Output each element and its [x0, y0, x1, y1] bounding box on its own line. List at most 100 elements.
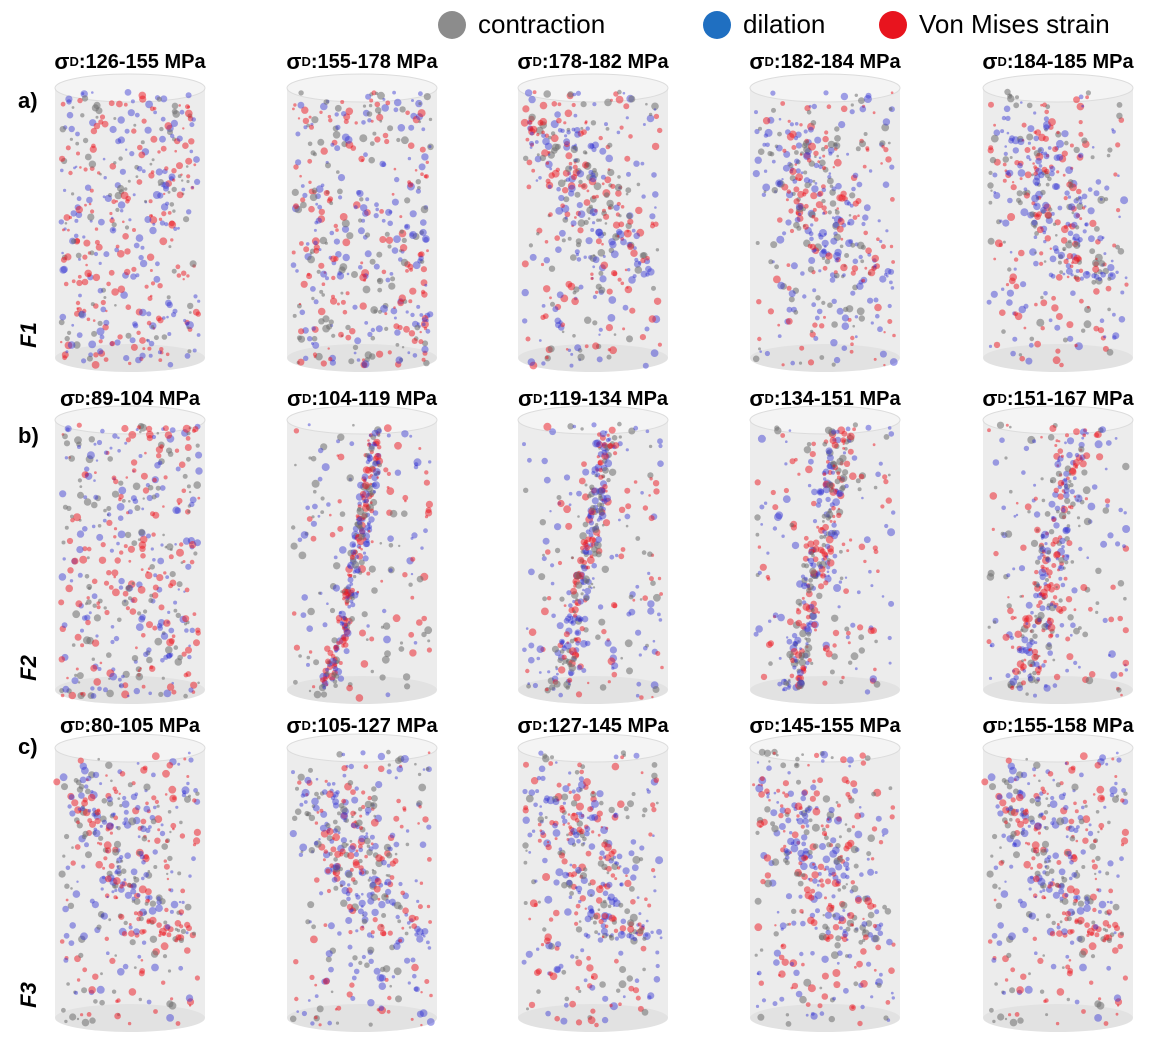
strain-dot: [386, 486, 390, 489]
strain-dot: [786, 285, 792, 291]
strain-dot: [844, 576, 848, 579]
strain-dot: [83, 495, 88, 500]
strain-dot: [364, 962, 370, 968]
strain-dot: [367, 946, 375, 954]
strain-dot: [583, 219, 589, 225]
strain-dot: [1041, 663, 1046, 668]
strain-dot: [294, 808, 302, 815]
strain-dot: [342, 309, 348, 315]
strain-dot: [111, 890, 115, 894]
strain-dot: [128, 988, 137, 996]
strain-dot: [868, 169, 873, 173]
strain-dot: [81, 864, 86, 869]
strain-dot: [774, 264, 779, 270]
strain-dot: [58, 319, 65, 326]
strain-dot: [1115, 142, 1121, 148]
strain-dot: [594, 208, 598, 213]
strain-dot: [125, 476, 129, 479]
strain-dot: [309, 193, 318, 202]
strain-dot: [185, 157, 193, 165]
strain-dot: [65, 145, 71, 151]
strain-dot: [356, 358, 361, 362]
strain-dot: [879, 239, 883, 243]
strain-dot: [154, 837, 161, 844]
strain-dot: [657, 612, 661, 617]
strain-dot: [1052, 146, 1058, 153]
strain-dot: [1028, 648, 1031, 652]
strain-dot: [577, 210, 586, 218]
strain-dot: [163, 192, 166, 196]
strain-dot: [183, 216, 190, 223]
strain-dot: [635, 629, 642, 636]
strain-dot: [1045, 643, 1053, 651]
strain-dot: [575, 615, 582, 622]
strain-dot: [134, 505, 141, 511]
strain-dot: [869, 675, 877, 683]
strain-dot: [330, 142, 335, 147]
strain-dot: [144, 216, 152, 223]
strain-dot: [165, 575, 170, 579]
strain-dot: [765, 142, 770, 148]
strain-dot: [527, 682, 530, 685]
strain-dot: [1007, 267, 1012, 272]
strain-dot: [562, 187, 569, 194]
strain-dot: [1039, 251, 1044, 256]
strain-dot: [419, 881, 424, 885]
strain-dot: [870, 321, 874, 325]
strain-dot: [101, 287, 106, 293]
strain-dot: [878, 461, 883, 466]
strain-dot: [116, 865, 119, 868]
strain-dot: [1048, 582, 1054, 587]
strain-dot: [988, 676, 993, 681]
strain-dot: [1093, 325, 1100, 332]
strain-dot: [1074, 343, 1078, 348]
strain-dot: [829, 189, 836, 196]
strain-dot: [299, 241, 304, 246]
strain-dot: [1056, 139, 1064, 148]
strain-dot: [139, 430, 142, 434]
strain-dot: [647, 551, 653, 557]
strain-dot: [314, 821, 319, 825]
strain-dot: [349, 839, 353, 843]
strain-dot: [572, 164, 578, 170]
strain-dot: [841, 430, 848, 437]
strain-dot: [141, 633, 146, 638]
strain-dot: [117, 449, 121, 453]
strain-dot: [1034, 526, 1041, 534]
strain-dot: [521, 288, 529, 297]
strain-dot: [362, 555, 369, 562]
strain-dot: [68, 125, 75, 133]
strain-dot: [333, 238, 340, 245]
strain-dot: [804, 563, 810, 569]
strain-dot: [607, 168, 615, 177]
strain-dot: [191, 856, 196, 862]
strain-dot: [138, 615, 146, 623]
strain-dot: [574, 131, 581, 138]
strain-dot: [377, 287, 383, 293]
strain-dot: [315, 217, 322, 224]
strain-dot: [346, 232, 354, 240]
strain-dot: [788, 429, 792, 432]
strain-dot: [153, 1009, 158, 1014]
strain-dot: [313, 244, 320, 251]
strain-dot: [524, 89, 533, 97]
strain-dot: [795, 609, 802, 615]
strain-dot: [108, 193, 113, 198]
strain-dot: [332, 131, 341, 139]
strain-dot: [573, 146, 577, 149]
strain-dot: [171, 634, 176, 638]
strain-dot: [151, 795, 157, 801]
range: :182-184 MPa: [774, 51, 902, 73]
strain-dot: [789, 522, 794, 528]
strain-dot: [774, 513, 782, 522]
strain-dot: [371, 587, 378, 594]
strain-dot: [71, 323, 75, 327]
strain-dot: [338, 266, 346, 274]
strain-dot: [293, 644, 300, 651]
strain-dot: [171, 268, 177, 274]
strain-dot: [87, 213, 95, 221]
strain-dot: [1076, 153, 1084, 161]
strain-dot: [115, 868, 122, 875]
strain-dot: [81, 358, 87, 364]
strain-dot: [116, 100, 123, 108]
